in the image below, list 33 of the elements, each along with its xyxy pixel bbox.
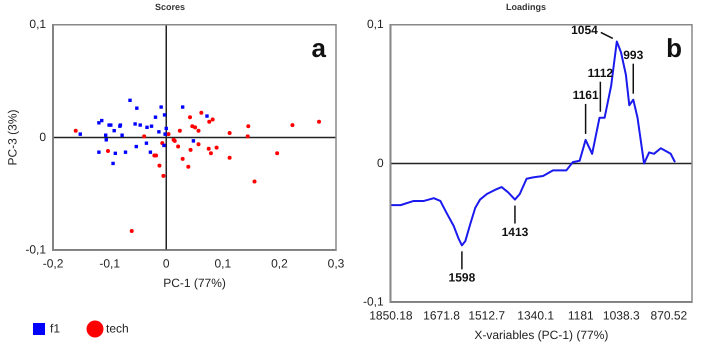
y-tick-label: -0,1 (362, 294, 384, 309)
x-tick-label: 1181 (568, 308, 594, 323)
chart-title: Scores (154, 2, 186, 12)
x-tick-label: 0,1 (214, 256, 232, 271)
y-tick-label: 0,1 (29, 17, 46, 32)
x-tick-label: -0,1 (99, 256, 120, 271)
x-tick-label: 1038.3 (602, 308, 640, 323)
x-tick-label: 0,3 (328, 256, 345, 271)
x-tick-label: 1512.7 (468, 308, 506, 323)
x-axis-title: PC-1 (77%) (163, 276, 226, 290)
x-tick-label: 0 (162, 256, 170, 271)
y-tick-label: 0 (376, 156, 384, 170)
x-tick-label: 1340.1 (517, 308, 554, 323)
annotation: 1598 (448, 270, 476, 285)
annotation: 1054 (571, 22, 598, 37)
x-tick-label: -0,2 (42, 256, 64, 271)
y-tick-label: 0 (39, 130, 46, 144)
x-axis-title: X-variables (PC-1) (77%) (474, 328, 608, 342)
x-tick-label: 1850.18 (369, 308, 413, 323)
legend-label: tech (106, 321, 129, 336)
annotation: 1161 (572, 88, 599, 102)
legend-label: f1 (50, 321, 60, 336)
annotation: 1413 (502, 224, 529, 239)
annotation: a (312, 32, 327, 63)
annotation: b (666, 32, 682, 63)
chart-title: Loadings (506, 2, 546, 12)
y-tick-label: 0,1 (366, 17, 384, 32)
annotation: 993 (623, 48, 644, 62)
x-tick-label: 1671.8 (423, 308, 460, 323)
y-tick-label: -0,1 (25, 242, 46, 257)
x-tick-label: 0,2 (271, 256, 288, 271)
y-axis-title: PC-3 (3%) (6, 109, 20, 166)
x-tick-label: 870.52 (650, 308, 688, 323)
